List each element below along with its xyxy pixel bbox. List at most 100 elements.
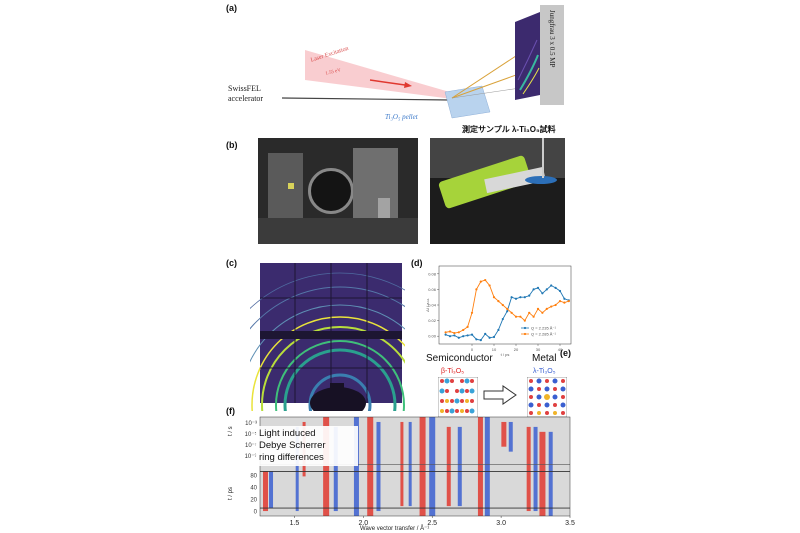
- data-point: [523, 319, 526, 322]
- data-point: [558, 289, 562, 293]
- heatmap-streak: [333, 426, 338, 512]
- panel-a-label: (a): [226, 3, 237, 13]
- data-point: [550, 305, 553, 308]
- heatmap-streak: [269, 471, 274, 509]
- x-tick-label: 2.5: [427, 520, 437, 527]
- data-point: [453, 334, 456, 337]
- xray-beam: [281, 97, 451, 101]
- sample-label: Ti₃O₅ pellet: [385, 113, 418, 121]
- diffraction-ray: [451, 87, 521, 99]
- data-point: [497, 300, 500, 303]
- data-point: [466, 325, 469, 328]
- heatmap-streak: [446, 426, 451, 507]
- x-axis-label: t / ps: [501, 352, 510, 357]
- panel-d-label: (d): [411, 258, 423, 268]
- annotation-line: ring differences: [259, 452, 324, 463]
- data-point: [514, 297, 518, 300]
- data-point: [501, 317, 504, 321]
- data-point: [554, 303, 557, 307]
- laser-beam: [305, 50, 460, 100]
- heatmap-streak: [484, 417, 490, 516]
- data-point: [470, 333, 474, 336]
- data-point: [444, 331, 447, 334]
- x-tick-label: 3.0: [496, 520, 506, 527]
- heatmap-streak: [408, 421, 412, 507]
- data-point: [536, 307, 540, 310]
- x-tick-label: 2.0: [358, 520, 368, 527]
- y-tick-label: 10⁻⁹: [245, 453, 258, 460]
- panel-f-label: (f): [226, 406, 235, 416]
- y-tick-label: 20: [250, 497, 257, 503]
- data-point: [492, 296, 496, 299]
- data-point: [457, 336, 460, 339]
- heatmap-xlabel: Wave vector transfer / Å⁻¹: [360, 526, 430, 532]
- data-point: [475, 288, 478, 291]
- data-point: [462, 328, 465, 332]
- data-point: [479, 339, 482, 342]
- y-tick-label: 0: [254, 509, 258, 515]
- y-tick-label: 0.00: [428, 334, 437, 339]
- heatmap-streak: [376, 421, 381, 512]
- data-point: [457, 331, 460, 334]
- crystal-structure-semiconductor: [438, 377, 478, 417]
- y-tick-label: 0.04: [428, 303, 437, 308]
- data-point: [492, 335, 496, 339]
- plot-frame: [259, 416, 571, 517]
- diffraction-ray: [451, 49, 526, 99]
- data-point: [567, 300, 570, 303]
- sample-pellet: [444, 85, 491, 119]
- semiconductor-title: Semiconductor: [426, 353, 493, 364]
- semiconductor-phase: β-Ti₃O₅: [441, 368, 465, 375]
- data-point: [523, 296, 526, 299]
- data-point: [484, 278, 487, 282]
- data-point: [488, 336, 491, 339]
- data-point: [479, 280, 482, 283]
- heatmap-streak: [526, 426, 531, 512]
- data-point: [510, 311, 513, 314]
- data-point: [488, 284, 491, 287]
- data-point: [444, 333, 447, 336]
- transition-arrow: [483, 385, 517, 405]
- metal-title: Metal: [532, 353, 557, 364]
- y-tick-label: 10⁻⁷: [245, 442, 257, 449]
- data-point: [475, 338, 478, 341]
- x-tick-label: 0: [471, 347, 474, 352]
- x-tick-label: 30: [536, 347, 541, 352]
- data-point: [545, 288, 548, 291]
- data-point: [497, 328, 500, 332]
- heatmap-streak: [548, 431, 553, 516]
- panel-e-label: (e): [560, 348, 571, 358]
- data-point: [541, 292, 544, 295]
- data-point: [484, 332, 487, 335]
- legend-label: Q = 2.235 Å⁻¹: [531, 326, 557, 331]
- heatmap-streak: [353, 417, 359, 516]
- data-point: [448, 330, 452, 333]
- heatmap-streak: [323, 417, 330, 516]
- annotation-line: Debye Scherrer: [259, 440, 326, 451]
- data-point: [563, 297, 566, 300]
- heatmap-streak: [477, 417, 483, 516]
- x-tick-label: 40: [558, 347, 563, 352]
- heatmap-streak: [539, 431, 546, 516]
- legend-marker: [523, 326, 527, 330]
- data-point: [519, 315, 522, 318]
- detector-box: [540, 5, 564, 105]
- data-point: [528, 294, 531, 297]
- heatmap-streak: [400, 421, 404, 507]
- y-tick-label: 0.06: [428, 287, 437, 292]
- source-label-line2: accelerator: [228, 94, 264, 103]
- crystal-structure-metal: [527, 377, 567, 417]
- legend-label: Q = 2.285 Å⁻¹: [531, 332, 557, 337]
- heatmap-streak: [501, 421, 507, 447]
- data-point: [462, 335, 465, 338]
- heatmap-streak: [533, 426, 538, 512]
- heatmap-ylabel-bottom: t / ps: [228, 486, 234, 500]
- heatmap-streak: [419, 417, 426, 516]
- data-point: [532, 315, 535, 318]
- y-tick-label: 40: [250, 485, 257, 491]
- heatmap-streak: [508, 421, 513, 452]
- y-tick-label: 0.08: [428, 271, 437, 276]
- data-point: [536, 286, 540, 289]
- heatmap-streak: [429, 417, 436, 516]
- data-point: [506, 310, 509, 313]
